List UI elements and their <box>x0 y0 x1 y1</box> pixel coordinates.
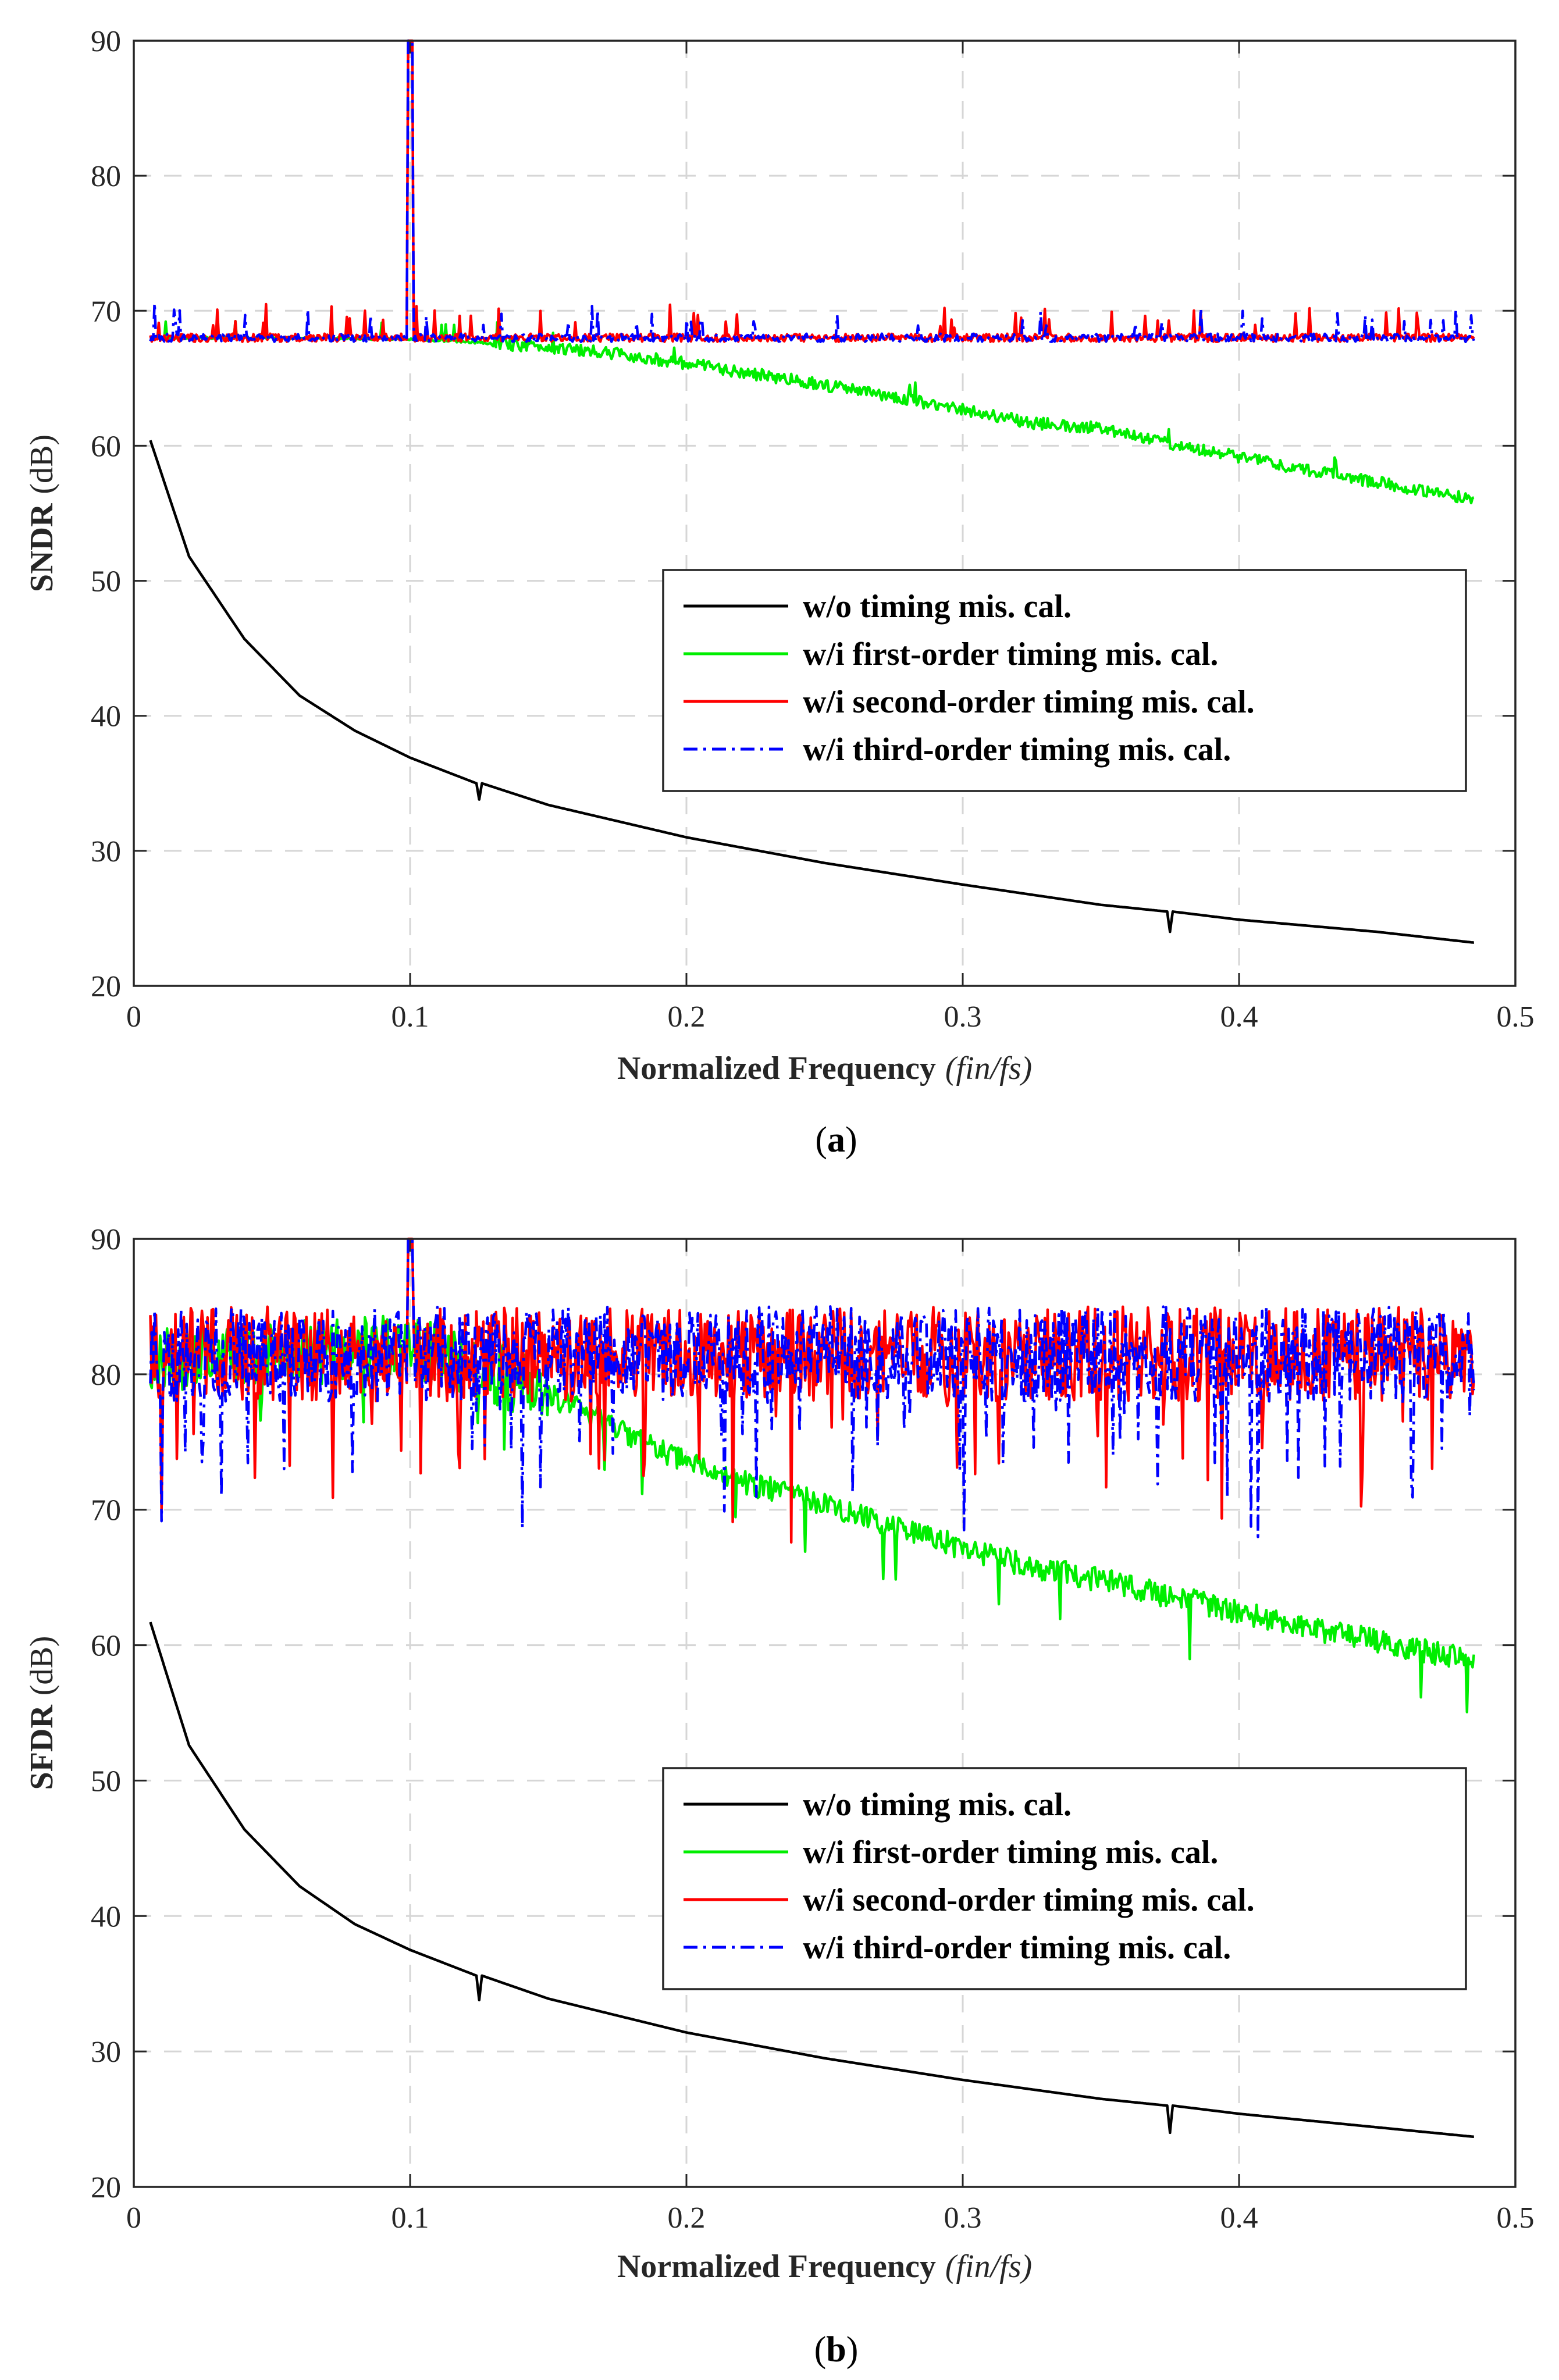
legend-label-2: w/i first-order timing mis. cal. <box>803 1834 1218 1870</box>
x-tick-label: 0.2 <box>668 1000 706 1034</box>
y-tick-label: 40 <box>91 1900 121 1933</box>
series-group <box>149 39 1475 944</box>
y-tick-label: 30 <box>91 2036 121 2069</box>
y-tick-label: 90 <box>91 1223 121 1256</box>
x-tick-label: 0.2 <box>668 2201 706 2235</box>
legend-label-2: w/i first-order timing mis. cal. <box>803 636 1218 672</box>
series-line-4 <box>149 39 1475 343</box>
x-axis-label: Normalized Frequency (fin/fs) <box>617 2249 1032 2285</box>
legend-label-1: w/o timing mis. cal. <box>803 1787 1072 1823</box>
x-tick-label: 0 <box>126 2201 141 2235</box>
y-tick-label: 40 <box>91 700 121 733</box>
panel-caption: (a) <box>815 1120 857 1160</box>
chart-panel-b: 0 0.1 0.2 0.3 0.4 0.5 20 30 40 50 60 70 80 90 w/o timi… <box>24 1223 1535 2370</box>
y-tick-label: 80 <box>91 1359 121 1392</box>
x-axis-label: Normalized Frequency (fin/fs) <box>617 1050 1032 1086</box>
legend: w/o timing mis. cal. w/i first-order timi… <box>662 569 1467 792</box>
y-tick-label: 50 <box>91 565 121 598</box>
caption-close: ) <box>846 2330 859 2370</box>
y-tick-label: 90 <box>91 25 121 58</box>
y-tick-label: 70 <box>91 295 121 328</box>
axes-frame <box>133 1238 1517 2188</box>
y-tick-label: 70 <box>91 1494 121 1527</box>
y-axis-label: SNDR (dB) <box>24 434 60 592</box>
x-tick-label: 0.4 <box>1220 2201 1258 2235</box>
caption-close: ) <box>845 1120 857 1160</box>
caption-open: ( <box>814 2330 827 2370</box>
x-tick-label: 0.5 <box>1497 1000 1535 1034</box>
x-tick-label: 0 <box>126 1000 141 1034</box>
x-axis-label-main: Normalized Frequency <box>617 2249 936 2285</box>
legend: w/o timing mis. cal. w/i first-order timi… <box>662 1767 1467 1990</box>
legend-label-3: w/i second-order timing mis. cal. <box>803 684 1255 720</box>
y-tick-label: 60 <box>91 1630 121 1663</box>
series-line-4 <box>149 1237 1475 1538</box>
x-axis-label-unit: (fin/fs) <box>945 1050 1032 1086</box>
panel-caption: (b) <box>814 2330 859 2370</box>
caption-open: ( <box>815 1120 827 1160</box>
caption-letter: b <box>826 2330 846 2370</box>
x-tick-label: 0.3 <box>944 1000 982 1034</box>
y-axis-label-main: SNDR <box>24 503 60 592</box>
y-tick-label: 50 <box>91 1765 121 1798</box>
y-axis-label: SFDR (dB) <box>24 1636 60 1790</box>
y-tick-label: 20 <box>91 2171 121 2204</box>
y-axis-label-unit: (dB) <box>24 1636 60 1696</box>
legend-box <box>662 569 1467 792</box>
legend-label-4: w/i third-order timing mis. cal. <box>803 1930 1231 1966</box>
plot-area <box>134 41 1515 986</box>
legend-label-1: w/o timing mis. cal. <box>803 589 1072 625</box>
y-tick-label: 20 <box>91 970 121 1003</box>
x-tick-label: 0.4 <box>1220 1000 1258 1034</box>
y-axis-label-unit: (dB) <box>24 434 60 494</box>
axes-frame <box>133 40 1517 987</box>
x-tick-label: 0.1 <box>391 2201 429 2235</box>
series-line-1 <box>149 1622 1475 2139</box>
x-tick-label: 0.5 <box>1497 2201 1535 2235</box>
legend-label-4: w/i third-order timing mis. cal. <box>803 732 1231 768</box>
y-tick-label: 60 <box>91 430 121 463</box>
x-axis-label-unit: (fin/fs) <box>945 2249 1032 2285</box>
caption-letter: a <box>827 1120 845 1160</box>
series-group <box>149 1237 1475 2139</box>
legend-box <box>662 1767 1467 1990</box>
y-axis-label-main: SFDR <box>24 1705 60 1790</box>
x-tick-label: 0.3 <box>944 2201 982 2235</box>
y-tick-label: 80 <box>91 160 121 193</box>
x-axis-label-main: Normalized Frequency <box>617 1050 936 1086</box>
x-tick-label: 0.1 <box>391 1000 429 1034</box>
y-tick-label: 30 <box>91 835 121 868</box>
series-line-1 <box>149 440 1475 944</box>
legend-label-3: w/i second-order timing mis. cal. <box>803 1882 1255 1918</box>
chart-panel-a: 0 0.1 0.2 0.3 0.4 0.5 20 30 40 50 60 70 80 90 w/o timi… <box>24 25 1535 1160</box>
